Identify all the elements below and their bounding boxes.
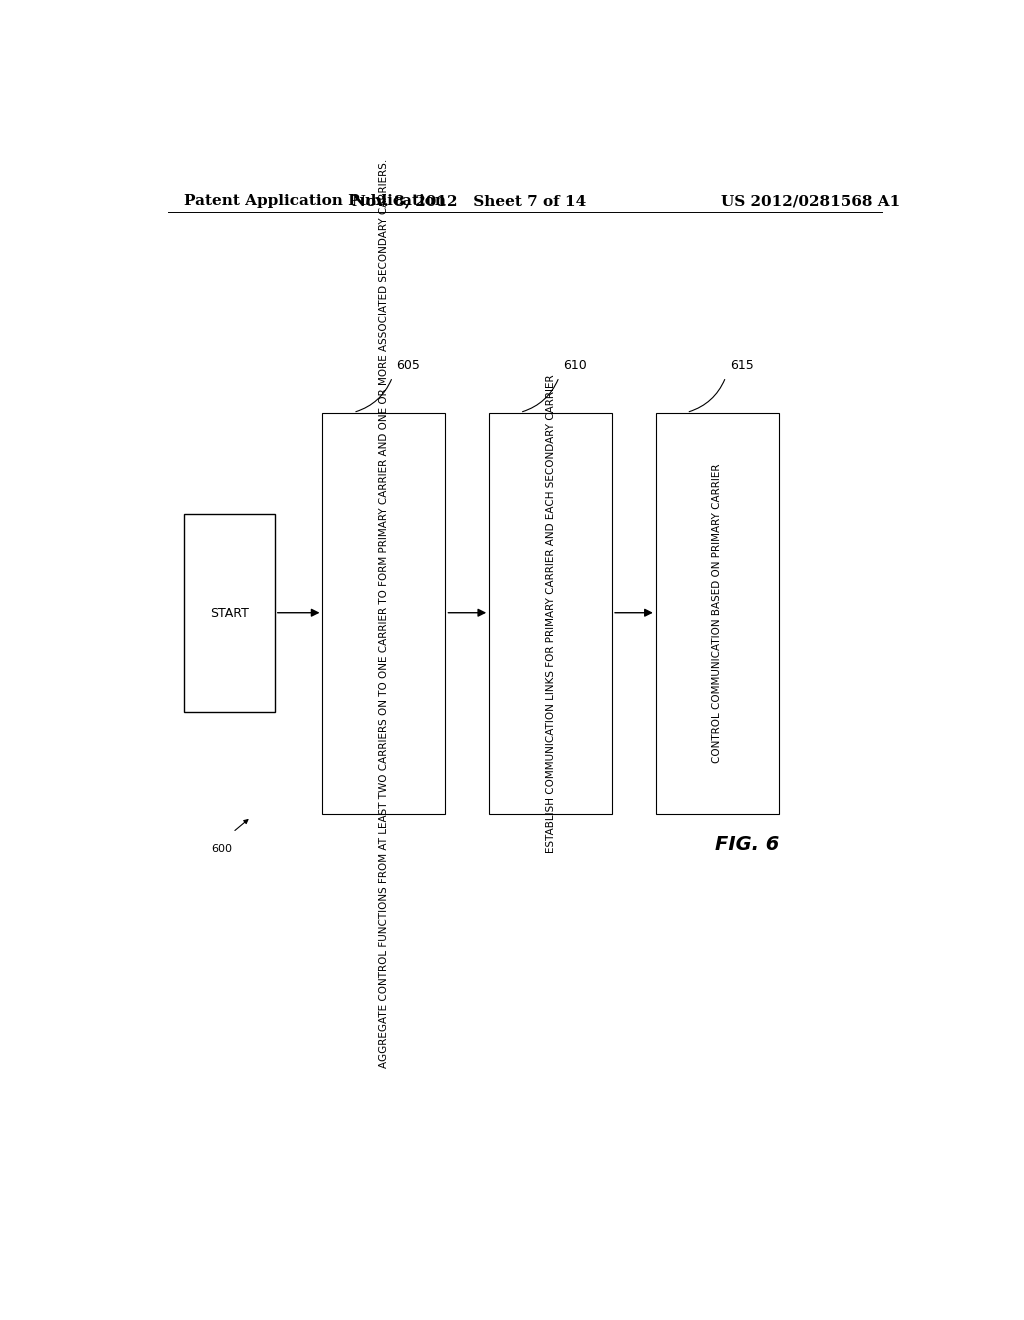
Text: Patent Application Publication: Patent Application Publication (183, 194, 445, 209)
Text: START: START (210, 607, 249, 619)
Bar (655, 413, 779, 814)
Text: ESTABLISH COMMUNICATION LINKS FOR PRIMARY CARRIER AND EACH SECONDARY CARRIER: ESTABLISH COMMUNICATION LINKS FOR PRIMAR… (546, 374, 556, 853)
Text: 615: 615 (730, 359, 754, 372)
Text: CONTROL COMMUNICATION BASED ON PRIMARY CARRIER: CONTROL COMMUNICATION BASED ON PRIMARY C… (713, 463, 722, 763)
Text: 600: 600 (211, 845, 232, 854)
FancyArrowPatch shape (522, 379, 558, 412)
FancyArrowPatch shape (689, 379, 725, 412)
Text: AGGREGATE CONTROL FUNCTIONS FROM AT LEAST TWO CARRIERS ON TO ONE CARRIER TO FORM: AGGREGATE CONTROL FUNCTIONS FROM AT LEAS… (379, 158, 389, 1068)
Text: Nov. 8, 2012   Sheet 7 of 14: Nov. 8, 2012 Sheet 7 of 14 (352, 194, 587, 209)
Bar (489, 413, 612, 814)
Bar (183, 515, 274, 713)
Text: US 2012/0281568 A1: US 2012/0281568 A1 (721, 194, 900, 209)
FancyArrowPatch shape (356, 379, 391, 412)
Text: FIG. 6: FIG. 6 (715, 836, 779, 854)
Text: 610: 610 (563, 359, 587, 372)
Bar (323, 413, 445, 814)
Text: 605: 605 (396, 359, 420, 372)
